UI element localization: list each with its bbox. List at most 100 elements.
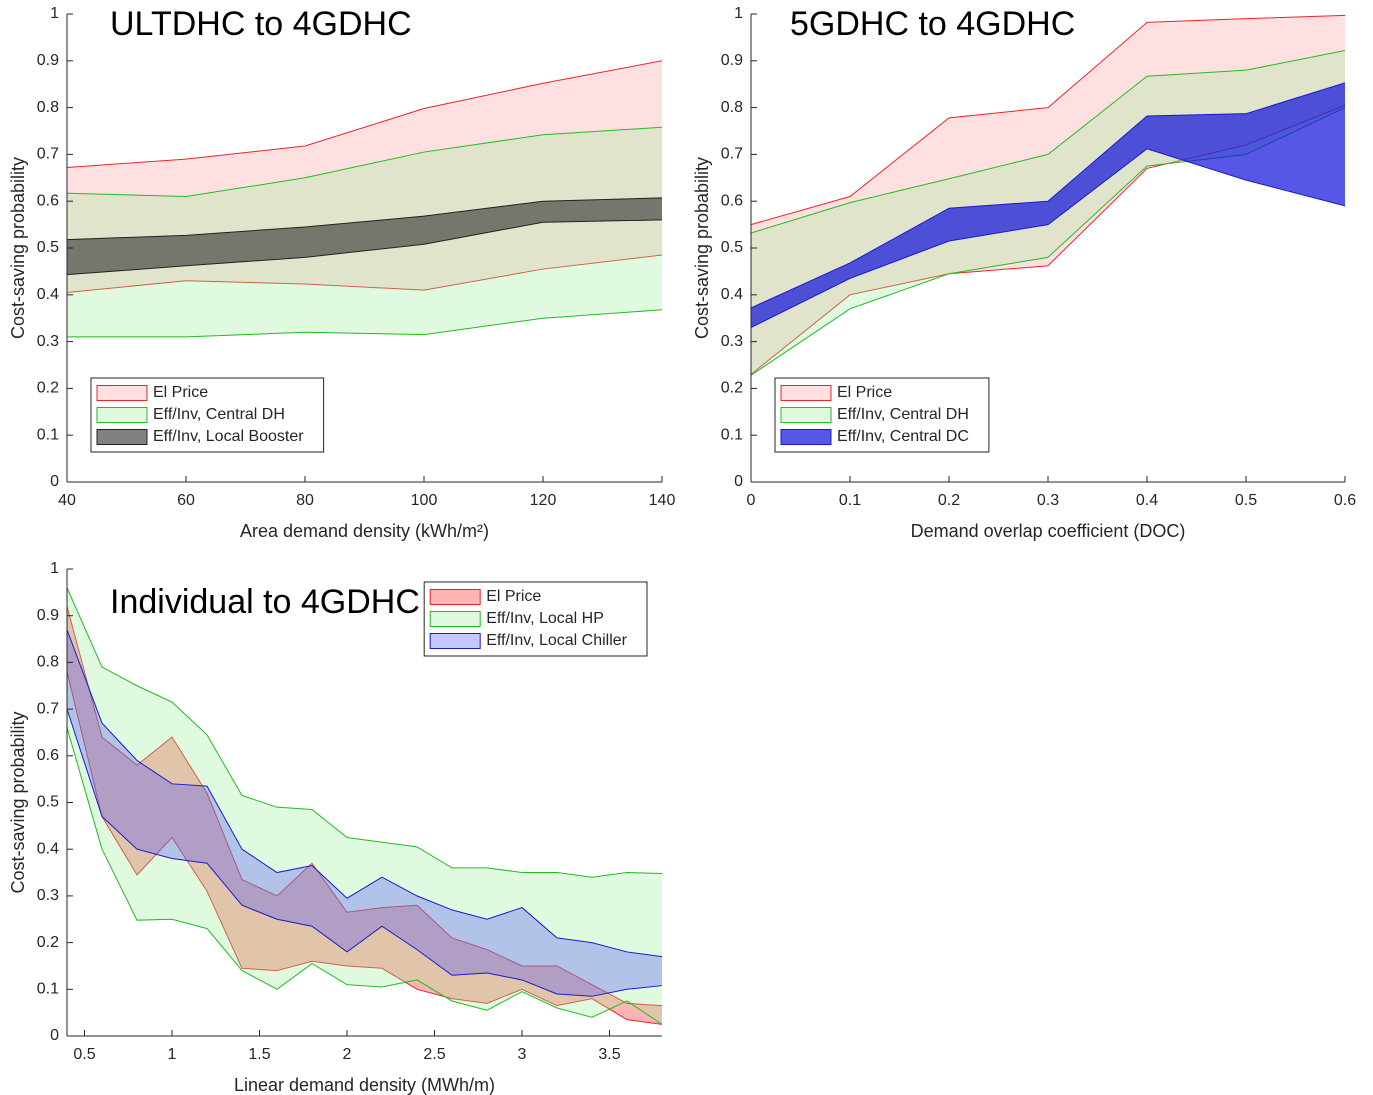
x-tick-label: 0.5 xyxy=(73,1046,95,1063)
y-tick-label: 0.1 xyxy=(37,981,59,998)
band-lower xyxy=(67,309,663,338)
band-lower xyxy=(66,708,663,997)
y-tick-label: 0.3 xyxy=(37,333,59,350)
x-tick-label: 1.5 xyxy=(248,1046,270,1063)
x-tick-label: 40 xyxy=(58,492,76,509)
y-tick-label: 0.2 xyxy=(37,380,59,397)
x-tick-label: 0.4 xyxy=(1136,492,1158,509)
legend-label: El Price xyxy=(837,384,892,401)
y-tick-label: 0.4 xyxy=(37,286,59,303)
legend: El Price Eff/Inv, Central DH Eff/Inv, Loca… xyxy=(90,377,325,453)
legend-swatch xyxy=(429,589,481,605)
y-axis-label: Cost-saving probability xyxy=(692,157,712,339)
band-upper xyxy=(750,14,1346,226)
y-tick-label: 0.3 xyxy=(37,887,59,904)
y-tick-label: 0.1 xyxy=(721,426,743,443)
x-tick-label: 0.3 xyxy=(1037,492,1059,509)
legend-swatch xyxy=(780,385,832,401)
legend-label: Eff/Inv, Local HP xyxy=(486,610,604,627)
y-tick-label: 0.7 xyxy=(37,700,59,717)
panel: 0 0.1 0.2 0.3 0.4 0.5 0.6 0.7 0.8 0.9 1 0.5 1 1.5 2 2.5… xyxy=(8,560,663,1095)
y-axis-label: Cost-saving probability xyxy=(8,157,28,339)
x-tick-label: 3 xyxy=(518,1046,527,1063)
band-lower xyxy=(750,148,1346,329)
legend-label: Eff/Inv, Local Chiller xyxy=(486,632,627,649)
y-tick-label: 0.3 xyxy=(721,333,743,350)
band-area xyxy=(67,587,662,1025)
legend-label: El Price xyxy=(486,588,541,605)
y-tick-label: 1 xyxy=(734,5,743,22)
x-axis-label: Area demand density (kWh/m²) xyxy=(240,521,489,541)
y-tick-label: 0.7 xyxy=(721,146,743,163)
legend-swatch xyxy=(780,429,832,445)
band-upper xyxy=(750,50,1346,234)
legend-swatch xyxy=(429,633,481,649)
y-tick-label: 1 xyxy=(50,560,59,577)
band-area xyxy=(751,82,1345,328)
x-tick-label: 0.5 xyxy=(1235,492,1257,509)
legend-swatch xyxy=(429,611,481,627)
band-area xyxy=(67,606,662,1025)
chart-title: Individual to 4GDHC xyxy=(110,583,420,621)
band-area xyxy=(67,629,662,997)
y-tick-label: 0.6 xyxy=(721,192,743,209)
band-upper xyxy=(66,629,663,958)
x-tick-label: 2.5 xyxy=(423,1046,445,1063)
band-upper xyxy=(66,606,663,1007)
band-lower xyxy=(66,727,663,1025)
band-area xyxy=(67,197,662,275)
y-tick-label: 0 xyxy=(50,1027,59,1044)
y-tick-label: 1 xyxy=(50,5,59,22)
x-axis-label: Linear demand density (MWh/m) xyxy=(234,1075,495,1095)
x-tick-label: 0.1 xyxy=(839,492,861,509)
y-tick-label: 0 xyxy=(734,473,743,490)
band-upper xyxy=(66,587,663,878)
y-tick-label: 0.7 xyxy=(37,146,59,163)
y-tick-label: 0.6 xyxy=(37,192,59,209)
chart-title: 5GDHC to 4GDHC xyxy=(790,5,1075,43)
legend-swatch xyxy=(96,429,148,445)
y-tick-label: 0.2 xyxy=(37,934,59,951)
y-tick-label: 0.9 xyxy=(37,607,59,624)
x-tick-label: 3.5 xyxy=(598,1046,620,1063)
x-tick-label: 140 xyxy=(649,492,676,509)
panel: 0 0.1 0.2 0.3 0.4 0.5 0.6 0.7 0.8 0.9 1 0 0.1 0.2 0.3 0… xyxy=(692,5,1356,541)
legend-swatch xyxy=(780,407,832,423)
band-lower xyxy=(66,671,663,1025)
y-tick-label: 0 xyxy=(50,473,59,490)
y-tick-label: 0.1 xyxy=(37,426,59,443)
legend: El Price Eff/Inv, Local HP Eff/Inv, Local … xyxy=(423,581,648,657)
y-tick-label: 0.5 xyxy=(721,239,743,256)
x-tick-label: 0.2 xyxy=(938,492,960,509)
y-tick-label: 0.8 xyxy=(37,654,59,671)
y-tick-label: 0.4 xyxy=(37,840,59,857)
x-axis-label: Demand overlap coefficient (DOC) xyxy=(911,521,1186,541)
x-tick-label: 80 xyxy=(296,492,314,509)
band-upper xyxy=(66,197,663,241)
y-tick-label: 0.9 xyxy=(37,52,59,69)
band-upper xyxy=(750,82,1346,309)
y-tick-label: 0.8 xyxy=(37,99,59,116)
legend-label: Eff/Inv, Central DC xyxy=(837,428,969,445)
y-axis-label: Cost-saving probability xyxy=(8,711,28,893)
x-tick-label: 100 xyxy=(411,492,438,509)
y-tick-label: 0.5 xyxy=(37,239,59,256)
x-tick-label: 2 xyxy=(343,1046,352,1063)
band-area xyxy=(751,15,1345,375)
y-tick-label: 0.2 xyxy=(721,380,743,397)
x-tick-label: 60 xyxy=(177,492,195,509)
legend: El Price Eff/Inv, Central DH Eff/Inv, Cent… xyxy=(774,377,990,453)
band-lower xyxy=(66,254,663,293)
legend-label: Eff/Inv, Local Booster xyxy=(153,428,304,445)
x-tick-label: 1 xyxy=(168,1046,177,1063)
x-tick-label: 0.6 xyxy=(1334,492,1356,509)
y-tick-label: 0.6 xyxy=(37,747,59,764)
x-tick-label: 120 xyxy=(530,492,557,509)
legend-label: El Price xyxy=(153,384,208,401)
x-tick-label: 0 xyxy=(747,492,756,509)
chart-title: ULTDHC to 4GDHC xyxy=(110,5,412,43)
legend-label: Eff/Inv, Central DH xyxy=(153,406,285,423)
band-upper xyxy=(66,60,663,169)
